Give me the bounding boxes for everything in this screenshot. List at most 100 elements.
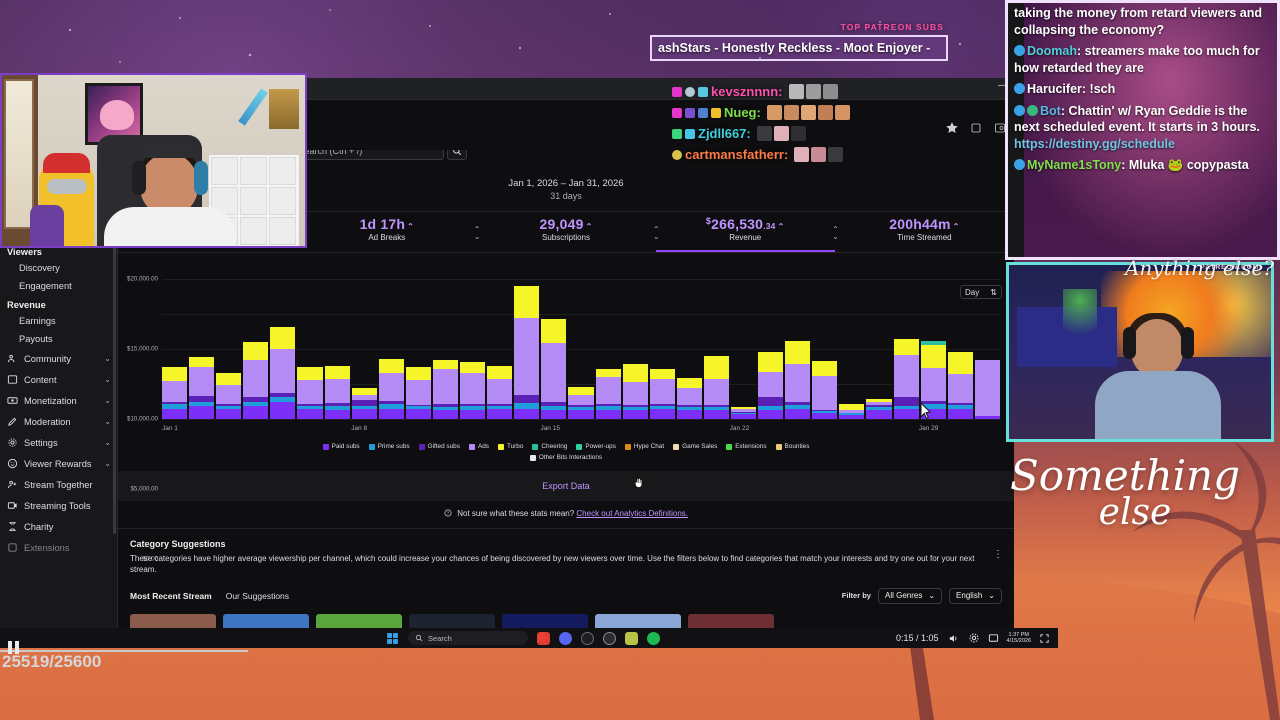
chart-bar[interactable] [974,360,1000,419]
sidebar-scrollbar[interactable] [113,154,116,534]
chart-legend-item[interactable]: Extensions [726,443,767,450]
chart-bar[interactable] [730,407,757,419]
stat-switcher-icon[interactable]: ⌃⌄ [652,225,660,241]
star-icon[interactable] [946,122,958,134]
sidebar-item-payouts[interactable]: Payouts [0,330,117,348]
stat-switcher-icon[interactable]: ⌃⌄ [473,225,481,241]
windows-icon[interactable] [386,632,399,645]
fullscreen-icon[interactable] [1039,633,1050,644]
chart-bar[interactable] [595,368,621,419]
chart-bar[interactable] [812,360,838,419]
stat-switcher-icon[interactable]: ⌃⌄ [832,225,839,241]
chart-legend-item[interactable]: Game Sales [673,443,717,450]
chart-bar[interactable] [189,357,215,419]
genre-select[interactable]: All Genres ⌄ [877,587,943,604]
chart-bar[interactable] [568,386,594,419]
chart-legend-item[interactable]: Turbo [497,443,523,450]
browser-toolbar-icons[interactable] [946,122,1006,134]
chart-bar[interactable] [541,318,567,419]
chevron-down-icon[interactable]: ⌄ [104,459,111,468]
chart-bar[interactable] [649,368,675,419]
chart-legend-item[interactable]: Gifted subs [418,443,460,450]
chart-legend-item[interactable]: Ads [468,443,489,450]
chevron-down-icon[interactable]: ⌄ [104,396,111,405]
chart-bar[interactable] [351,388,377,419]
chevron-down-icon[interactable]: ⌄ [104,417,111,426]
sidebar-item-charity[interactable]: Charity [0,516,117,537]
definitions-link[interactable]: Check out Analytics Definitions. [576,509,689,518]
chart-legend-item[interactable]: Paid subs [322,443,360,450]
sidebar-item-earnings[interactable]: Earnings [0,312,117,330]
chevron-down-icon[interactable]: ⌄ [104,375,111,384]
chart-bar[interactable] [920,340,946,419]
chart-bar[interactable] [405,366,431,419]
chart-bar[interactable] [270,327,296,419]
tab-our-suggestions[interactable]: Our Suggestions [225,590,290,601]
export-data-button[interactable]: Export Data [118,471,1014,501]
chat-overlay[interactable]: taking the money from retard viewers and… [1005,0,1280,260]
clock[interactable]: 1:37 PM 4/15/2026 [1007,632,1031,644]
video-progress-bar[interactable] [0,650,248,652]
chart-bar[interactable] [378,358,404,419]
chart-bar[interactable] [324,365,350,419]
desktop-switch-icon[interactable] [988,633,999,644]
taskbar-center[interactable]: Search [386,631,660,645]
date-range[interactable]: Jan 1, 2026 – Jan 31, 2026 31 days [118,150,1014,201]
chart-bar[interactable] [785,340,811,419]
sidebar-item-moderation[interactable]: Moderation ⌄ [0,411,117,432]
sidebar-item-extensions[interactable]: Extensions [0,537,117,558]
stat-subscriptions[interactable]: 29,049 ⌃ Subscriptions ⌃ ⌄ [476,212,660,252]
chart-bar[interactable] [514,286,540,419]
language-select[interactable]: English ⌄ [949,587,1002,604]
chart-legend-item[interactable]: Hype Chat [624,443,664,450]
editor-icon[interactable] [625,631,638,645]
chart-bar[interactable] [758,351,784,419]
granularity-select[interactable]: Day ⇅ [960,285,1002,299]
chart-bar[interactable] [866,399,892,419]
analytics-definitions[interactable]: ? Not sure what these stats mean? Check … [118,501,1014,528]
minimize-icon[interactable]: — [998,80,1008,91]
browser-profile-icon[interactable] [994,122,1006,134]
chart-bar[interactable] [216,372,242,419]
chart-bar[interactable] [432,359,459,419]
stat-time-streamed[interactable]: 200h44m⌃ Time Streamed ⌃⌄ [835,212,1014,252]
gear-icon[interactable] [968,632,980,644]
sidebar-item-monetization[interactable]: Monetization ⌄ [0,390,117,411]
chart-bar[interactable] [162,366,188,419]
chart-legend-item[interactable]: Power-ups [576,443,616,450]
taskbar-search[interactable]: Search [408,631,528,645]
chart-bar[interactable] [893,339,919,419]
chevron-down-icon[interactable]: ⌄ [104,354,111,363]
spotify-icon[interactable] [647,631,660,645]
discord-icon[interactable] [559,631,572,645]
chart-bar[interactable] [839,403,865,419]
chart-bar[interactable] [676,378,702,419]
chart-bar[interactable] [460,361,486,419]
window-controls[interactable]: — [998,80,1008,91]
chart-bars[interactable] [162,279,1000,419]
sidebar-item-engagement[interactable]: Engagement [0,277,117,295]
chart-legend-item[interactable]: Other Bits Interactions [148,454,984,461]
category-tabs[interactable]: Most Recent Stream Our Suggestions Filte… [130,587,1002,604]
volume-icon[interactable] [947,633,960,644]
extensions-icon[interactable] [970,122,982,134]
chart-legend-item[interactable]: Cheering [532,443,567,450]
sidebar-item-community[interactable]: Community ⌄ [0,348,117,369]
chart-bar[interactable] [297,366,323,419]
windows-taskbar[interactable]: Search 0:15 / 1:05 1:37 PM 4/15/2026 [0,628,1058,648]
chart-bar[interactable] [947,351,973,419]
chart-legend[interactable]: Paid subs Prime subs Gifted subs Ads Turbo Ch… [148,443,984,461]
chevron-down-icon[interactable]: ⌄ [104,438,111,447]
sidebar-item-streaming-tools[interactable]: Streaming Tools [0,495,117,516]
chrome-icon[interactable] [537,631,550,645]
sidebar-item-stream-together[interactable]: Stream Together [0,474,117,495]
chart-bar[interactable] [243,342,269,419]
sidebar-item-content[interactable]: Content ⌄ [0,369,117,390]
chart-bar[interactable] [703,356,729,419]
pause-icon[interactable] [8,641,19,654]
sidebar-item-discovery[interactable]: Discovery [0,259,117,277]
sidebar-item-settings[interactable]: Settings ⌄ [0,432,117,453]
obs-icon[interactable] [603,631,616,645]
chart-legend-item[interactable]: Prime subs [368,443,410,450]
search-button[interactable] [447,150,467,160]
